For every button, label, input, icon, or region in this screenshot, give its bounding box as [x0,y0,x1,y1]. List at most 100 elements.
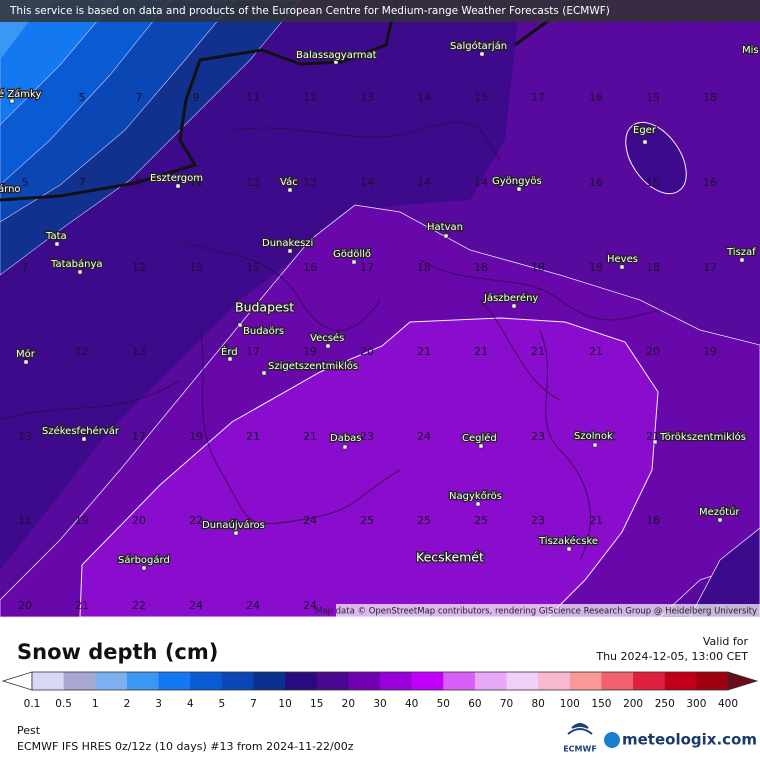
city-label: árno [0,183,21,195]
colorbar-swatch [696,672,729,690]
city-label: é Zámky [0,88,41,100]
grid-value: 11 [246,91,260,104]
city-marker [9,98,15,104]
map: 16 18 18 5 7 9 11 12 13 14 15 17 16 15 18 5 7 9 11 13 13 14 14… [0,0,760,618]
colorbar-tick-label: 15 [310,698,323,710]
city-label: Gödöllő [333,248,371,260]
grid-value: 11 [18,514,32,527]
city-label: Mis [742,45,759,56]
colorbar-tick-label: 5 [218,698,225,710]
city-label: Dunaújváros [202,519,265,531]
city-marker [351,259,357,265]
city-label: Mór [16,348,36,360]
city-label: Balassagyarmat [296,50,377,61]
grid-value: 17 [531,91,545,104]
colorbar-tick-label: 30 [373,698,386,710]
colorbar-tick-label: 300 [686,698,706,710]
colorbar-tick-label: 0.1 [24,698,41,710]
city-label: Székesfehérvár [42,425,120,437]
grid-value: 17 [360,261,374,274]
grid-value: 12 [75,345,89,358]
grid-value: 19 [75,514,89,527]
grid-value: 14 [417,91,431,104]
city-marker [287,187,293,193]
colorbar-tick-label: 10 [278,698,291,710]
colorbar-tick-label: 80 [531,698,544,710]
grid-value: 16 [589,176,603,189]
colorbar-swatch [601,672,634,690]
grid-value: 18 [703,91,717,104]
grid-value: 21 [531,345,545,358]
grid-value: 20 [360,345,374,358]
grid-value: 12 [132,261,146,274]
colorbar-tick-label: 100 [560,698,580,710]
grid-value: 18 [589,261,603,274]
city-marker [54,241,60,247]
colorbar-swatch [506,672,539,690]
city-label: Sárbogárd [118,554,170,566]
city-marker [619,264,625,270]
legend-title: Snow depth (cm) [17,640,218,664]
grid-value: 21 [589,514,603,527]
grid-value: 14 [417,176,431,189]
city-marker [717,517,723,523]
colorbar-tick-label: 40 [405,698,418,710]
colorbar-swatch [443,672,476,690]
ecmwf-logo: ECMWF [563,745,597,754]
grid-value: 24 [417,430,431,443]
grid-value: 15 [474,91,488,104]
contour-region [0,0,116,126]
grid-value: 21 [75,599,89,612]
city-label: Dunakeszi [262,238,313,249]
city-marker [642,139,648,145]
colorbar-swatch [411,672,444,690]
model-info: ECMWF IFS HRES 0z/12z (10 days) #13 from… [17,740,354,753]
colorbar-swatch [95,672,128,690]
grid-value: 19 [189,430,203,443]
grid-value: 13 [360,91,374,104]
colorbar-swatch [538,672,571,690]
grid-value: 15 [646,91,660,104]
colorbar-tick-label: 20 [342,698,355,710]
colorbar-tick-label: 150 [591,698,611,710]
grid-value: 14 [360,176,374,189]
grid-value: 11 [189,176,203,189]
grid-value: 17 [246,345,260,358]
header-bar [0,0,760,22]
grid-value: 21 [417,345,431,358]
colorbar-swatch [380,672,413,690]
attribution: Map data © OpenStreetMap contributors, r… [315,607,757,617]
city-label: Cegléd [462,432,497,444]
grid-value: 23 [360,430,374,443]
grid-value: 15 [246,261,260,274]
city-label: Budaörs [243,326,284,337]
city-label: Hatvan [427,222,463,233]
grid-value: 25 [474,514,488,527]
grid-value: 13 [18,430,32,443]
grid-value: 24 [303,514,317,527]
grid-value: 22 [189,514,203,527]
colorbar: 0.1 0.5 1 2 3 4 5 7 10 15 20 30 40 50 60 70 80 100 150 200 2… [1,671,759,710]
colorbar-tick-label: 60 [468,698,481,710]
grid-value: 22 [132,599,146,612]
grid-value: 21 [589,345,603,358]
city-label: Vác [280,176,298,188]
city-label: Esztergom [150,173,203,184]
grid-value: 16 [589,91,603,104]
grid-value: 24 [303,599,317,612]
city-marker [342,444,348,450]
grid-value: 9 [193,91,200,104]
grid-value: 25 [417,514,431,527]
city-marker [325,343,331,349]
city-label: Gyöngyös [492,176,542,187]
colorbar-swatch [63,672,96,690]
city-label: Dabas [330,433,362,444]
city-label: Budapest [235,300,294,315]
grid-value: 7 [136,91,143,104]
colorbar-swatch [569,672,602,690]
grid-value: 13 [189,261,203,274]
city-marker [77,269,83,275]
city-marker [175,183,181,189]
